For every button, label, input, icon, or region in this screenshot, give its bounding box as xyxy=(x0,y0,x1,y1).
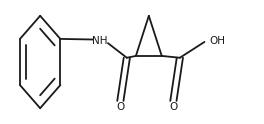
Text: NH: NH xyxy=(92,36,107,46)
Text: O: O xyxy=(169,102,177,112)
Text: OH: OH xyxy=(210,36,226,46)
Text: O: O xyxy=(116,102,125,112)
